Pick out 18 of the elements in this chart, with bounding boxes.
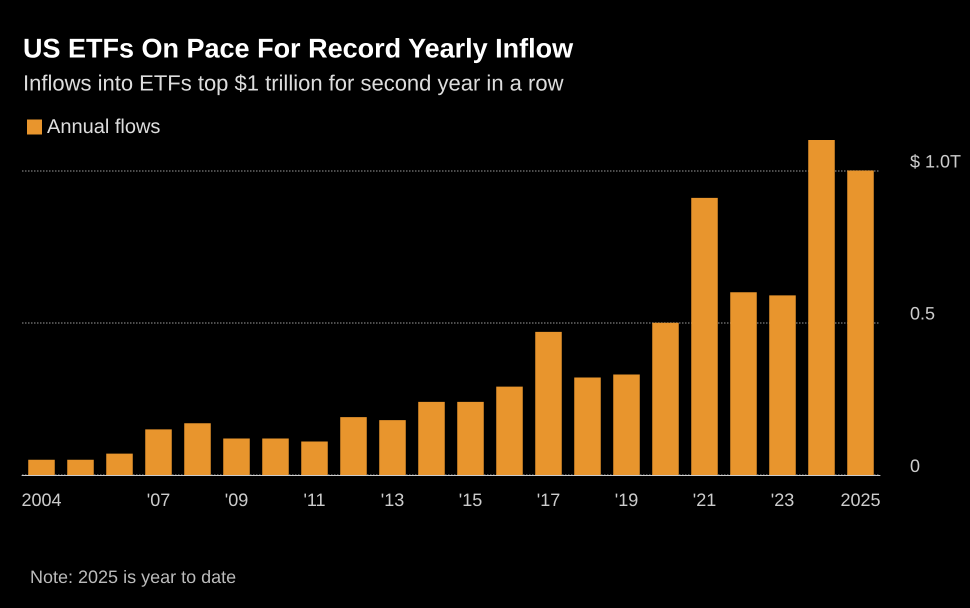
x-tick-label: '19 xyxy=(614,490,638,510)
x-tick-label: '21 xyxy=(692,490,716,510)
x-tick-label: '17 xyxy=(536,490,560,510)
x-tick-label: '11 xyxy=(303,490,326,510)
text: Note: 2025 is year to date xyxy=(30,567,236,587)
legend-label: Annual flows xyxy=(47,116,160,138)
x-tick-label: '07 xyxy=(146,490,170,510)
chart-subtitle: Inflows into ETFs top $1 trillion for second year in a row xyxy=(23,70,564,96)
x-tick-label: '13 xyxy=(380,490,404,510)
x-tick-label: '23 xyxy=(770,490,794,510)
x-tick-label: '15 xyxy=(458,490,482,510)
y-tick-label: 0 xyxy=(910,456,920,476)
y-tick-label: $ 1.0T xyxy=(910,151,962,172)
y-tick-label: 0.5 xyxy=(910,304,936,324)
x-tick-label: '09 xyxy=(224,490,248,510)
x-tick-label: 2025 xyxy=(840,490,881,510)
chart-title: US ETFs On Pace For Record Yearly Inflow xyxy=(23,34,574,64)
x-tick-label: 2004 xyxy=(21,490,62,510)
